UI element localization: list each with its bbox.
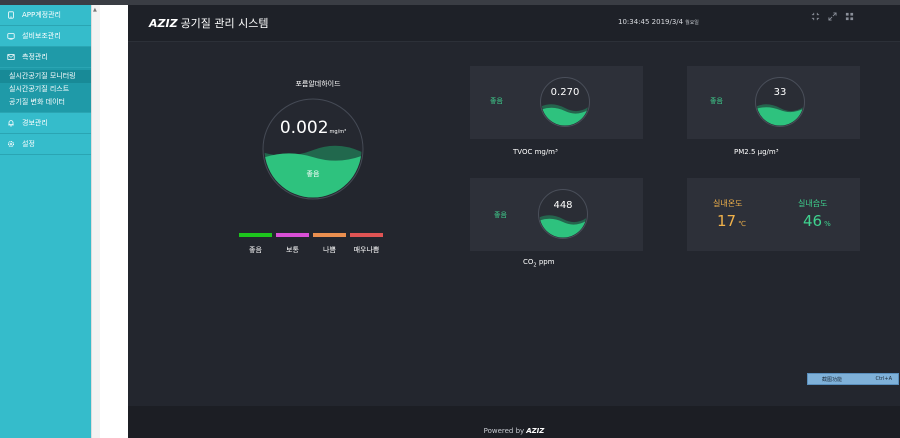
shortcut-label: 截图功能	[822, 376, 843, 383]
gauge-wave-front	[264, 153, 362, 198]
pm25-gauge	[755, 77, 805, 127]
sidebar-item-app-account[interactable]: APP계정관리	[0, 5, 91, 26]
page-title: AZIZ 공기질 관리 시스템	[149, 17, 269, 30]
legend-swatch	[239, 233, 272, 237]
dashboard-header: AZIZ 공기질 관리 시스템 10:34:45 2019/3/4 월요일	[128, 5, 900, 42]
sidebar-item-device[interactable]: 설비보조관리	[0, 26, 91, 47]
pm25-label: PM2.5 μg/m³	[734, 148, 779, 156]
sidebar-item-label: 경보관리	[22, 119, 48, 127]
window-top-bar	[0, 0, 900, 5]
formaldehyde-value: 0.002mg/m³	[279, 118, 347, 138]
sidebar-item-measurement[interactable]: 측정관리	[0, 47, 91, 68]
co2-card: 좋음 448	[470, 178, 643, 251]
legend-normal: 보통	[276, 233, 309, 255]
sidebar: APP계정관리 설비보조관리 측정관리 실시간공기질 모니터링 실시간공기질 리…	[0, 5, 91, 438]
footer: Powered by AZIZ	[128, 406, 900, 438]
legend-swatch	[276, 233, 309, 237]
co2-status: 좋음	[494, 211, 507, 219]
humidity-title: 실내습도	[798, 199, 828, 208]
envelope-icon	[6, 53, 15, 62]
legend-swatch	[350, 233, 383, 237]
sidebar-item-label: 설비보조관리	[22, 32, 61, 40]
air-quality-legend: 좋음 보통 나쁨 매우나쁨	[239, 233, 383, 255]
tvoc-status: 좋음	[490, 97, 503, 105]
sidebar-scrollbar[interactable]: ▲	[91, 5, 100, 438]
bell-icon	[6, 119, 15, 128]
co2-value: 448	[553, 200, 573, 211]
legend-bad: 나쁨	[313, 233, 346, 255]
clock-time: 10:34:45 2019/3/4	[618, 18, 684, 26]
formaldehyde-gauge	[262, 98, 364, 200]
tvoc-gauge	[540, 77, 590, 127]
compress-icon[interactable]	[811, 12, 820, 21]
sidebar-item-settings[interactable]: 설정	[0, 134, 91, 155]
climate-card: 실내온도 17 ℃ 실내습도 46%	[687, 178, 860, 251]
device-icon	[6, 32, 15, 41]
co2-label: CO2 ppm	[523, 258, 555, 269]
clock-weekday: 월요일	[685, 20, 699, 26]
humidity-value: 46%	[803, 212, 831, 230]
grid-icon[interactable]	[845, 12, 854, 21]
sidebar-item-alarm[interactable]: 경보관리	[0, 113, 91, 134]
submenu-item-realtime-list[interactable]: 실시간공기질 리스트	[9, 85, 70, 93]
formaldehyde-status: 좋음	[306, 170, 320, 178]
pm25-card: 좋음 33	[687, 66, 860, 139]
sidebar-submenu: 실시간공기질 모니터링 실시간공기질 리스트 공기질 변화 데이터	[0, 68, 91, 113]
submenu-item-realtime-monitoring[interactable]: 실시간공기질 모니터링	[0, 70, 91, 83]
submenu-item-change-data[interactable]: 공기질 변화 데이터	[9, 98, 65, 106]
gear-icon	[6, 140, 15, 149]
temperature-title: 실내온도	[713, 199, 743, 208]
tvoc-card: 좋음 0.270	[470, 66, 643, 139]
pm25-status: 좋음	[710, 97, 723, 105]
sidebar-item-label: 측정관리	[22, 53, 48, 61]
brand-logo: AZIZ	[149, 17, 178, 30]
temperature-value: 17 ℃	[717, 212, 746, 230]
tvoc-value: 0.270	[550, 87, 580, 98]
sidebar-item-label: APP계정관리	[22, 11, 61, 19]
sidebar-item-label: 설정	[22, 140, 35, 148]
dashboard: AZIZ 공기질 관리 시스템 10:34:45 2019/3/4 월요일 포름알데…	[128, 5, 900, 438]
pm25-value: 33	[773, 87, 787, 98]
tvoc-label: TVOC mg/m³	[513, 148, 558, 156]
header-toolbar	[811, 12, 854, 21]
legend-swatch	[313, 233, 346, 237]
legend-very-bad: 매우나쁨	[350, 233, 383, 255]
formaldehyde-title: 포름알데하이드	[295, 80, 341, 88]
footer-brand-logo: AZIZ	[526, 427, 545, 435]
monitor-icon	[6, 11, 15, 20]
co2-gauge	[538, 189, 588, 239]
scroll-up-arrow-icon[interactable]: ▲	[93, 7, 97, 13]
shortcut-keys: Ctrl+A	[875, 376, 892, 382]
legend-good: 좋음	[239, 233, 272, 255]
clock: 10:34:45 2019/3/4 월요일	[618, 18, 699, 26]
expand-icon[interactable]	[828, 12, 837, 21]
powered-by: Powered by AZIZ	[483, 427, 545, 435]
screenshot-shortcut-hint[interactable]: 截图功能 Ctrl+A	[807, 373, 899, 385]
